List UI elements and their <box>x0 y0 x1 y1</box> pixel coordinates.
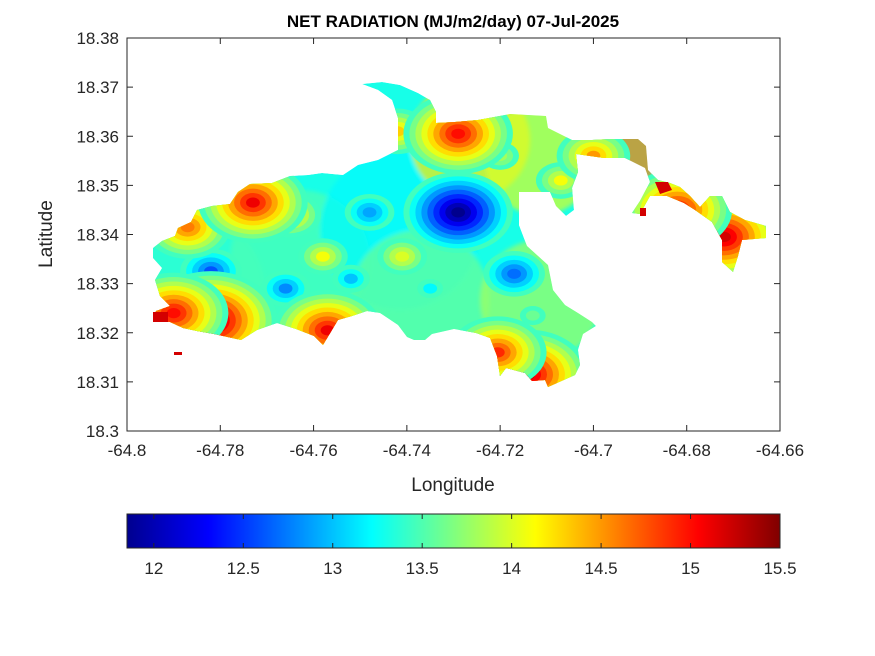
hotspot-0 <box>403 171 513 253</box>
island-fragment-2 <box>640 208 646 216</box>
colorbar-tick-label: 14.5 <box>585 559 618 578</box>
x-axis-ticks: -64.8 -64.78 -64.76 -64.74 -64.72 -64.7 -64.68… <box>108 38 804 460</box>
x-tick-label: -64.66 <box>756 441 804 460</box>
hotspot-6 <box>417 279 444 299</box>
hotspot-2 <box>483 251 545 297</box>
colorbar: 12 12.5 13 13.5 14 14.5 15 15.5 <box>126 513 797 578</box>
colorbar-tick-label: 15.5 <box>763 559 796 578</box>
y-tick-label: 18.33 <box>76 275 119 294</box>
plot-area: -64.8 -64.78 -64.76 -64.74 -64.72 -64.7 -64.68… <box>76 29 804 460</box>
chart-title: NET RADIATION (MJ/m2/day) 07-Jul-2025 <box>287 12 619 31</box>
colorbar-tick-label: 12 <box>144 559 163 578</box>
colorbar-tick-label: 13 <box>323 559 342 578</box>
y-tick-label: 18.34 <box>76 226 119 245</box>
island-fragment-0 <box>153 312 168 322</box>
y-tick-label: 18.31 <box>76 373 119 392</box>
y-tick-label: 18.32 <box>76 324 119 343</box>
x-tick-label: -64.72 <box>476 441 524 460</box>
island-fragment-3 <box>655 182 672 194</box>
hotspot-4 <box>344 194 395 231</box>
hotspot-5 <box>332 264 370 293</box>
y-tick-label: 18.37 <box>76 78 119 97</box>
hotspot-10 <box>377 238 428 275</box>
colorbar-gradient <box>127 514 780 548</box>
hotspot-16 <box>198 162 308 244</box>
y-tick-label: 18.3 <box>86 422 119 441</box>
x-tick-label: -64.78 <box>196 441 244 460</box>
x-tick-label: -64.7 <box>574 441 613 460</box>
x-tick-label: -64.68 <box>663 441 711 460</box>
colorbar-tick-label: 15 <box>681 559 700 578</box>
x-tick-label: -64.76 <box>289 441 337 460</box>
colorbar-box <box>126 513 781 549</box>
x-axis-label: Longitude <box>411 475 494 496</box>
colorbar-tick-label: 12.5 <box>227 559 260 578</box>
colorbar-ticks: 12 12.5 13 13.5 14 14.5 15 15.5 <box>144 514 797 578</box>
island-fragment-1 <box>174 352 182 355</box>
colorbar-tick-label: 14 <box>502 559 521 578</box>
y-axis-ticks: 18.3 18.31 18.32 18.33 18.34 18.35 18.36 18.37 1… <box>76 29 780 441</box>
y-axis-label: Latitude <box>36 200 57 268</box>
y-tick-label: 18.35 <box>76 176 119 195</box>
x-tick-label: -64.74 <box>383 441 431 460</box>
x-tick-label: -64.8 <box>108 441 147 460</box>
colorbar-tick-label: 13.5 <box>406 559 439 578</box>
hotspot-7 <box>519 306 546 326</box>
y-tick-label: 18.38 <box>76 29 119 48</box>
hotspot-11 <box>298 238 348 275</box>
y-tick-label: 18.36 <box>76 127 119 146</box>
